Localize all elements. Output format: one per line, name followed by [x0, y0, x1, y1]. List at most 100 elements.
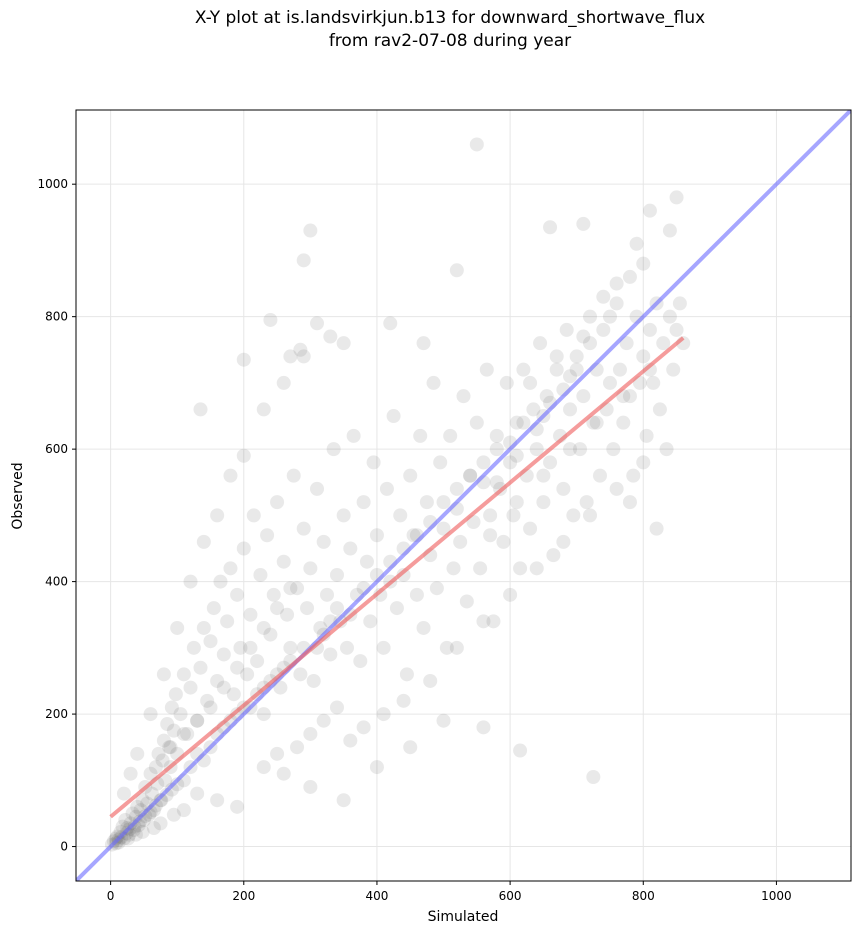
data-point — [453, 534, 468, 549]
data-point — [529, 442, 544, 457]
y-tick-label: 600 — [45, 442, 68, 456]
data-point — [383, 316, 398, 331]
data-point — [546, 548, 561, 563]
data-point — [320, 587, 335, 602]
data-point — [652, 402, 667, 417]
data-point — [533, 336, 548, 351]
data-point — [135, 793, 150, 808]
data-point — [236, 352, 251, 367]
data-point — [303, 561, 318, 576]
data-point — [130, 746, 145, 761]
data-point — [386, 409, 401, 424]
data-point — [270, 601, 285, 616]
data-point — [132, 814, 147, 829]
data-point — [396, 567, 411, 582]
data-point — [256, 707, 271, 722]
data-point — [313, 620, 328, 635]
data-point — [266, 587, 281, 602]
data-point — [296, 253, 311, 268]
data-point — [403, 740, 418, 755]
x-tick-label: 1000 — [761, 889, 792, 903]
y-tick-label: 800 — [45, 310, 68, 324]
data-point — [336, 336, 351, 351]
data-point — [426, 375, 441, 390]
data-point — [296, 521, 311, 536]
data-point — [609, 276, 624, 291]
data-point — [296, 349, 311, 364]
data-point — [499, 375, 514, 390]
chart-title-line1: X-Y plot at is.landsvirkjun.b13 for down… — [194, 8, 706, 28]
data-point — [433, 455, 448, 470]
data-point — [639, 428, 654, 443]
data-point — [123, 816, 138, 831]
data-point — [230, 660, 245, 675]
data-point — [118, 813, 133, 828]
data-point — [356, 495, 371, 510]
data-point — [476, 720, 491, 735]
data-point — [300, 601, 315, 616]
data-point — [162, 740, 177, 755]
data-point — [609, 296, 624, 311]
y-tick-label: 0 — [60, 840, 68, 854]
data-point — [549, 349, 564, 364]
data-point — [135, 824, 150, 839]
data-point — [263, 627, 278, 642]
reference-lines — [76, 110, 851, 881]
data-point — [646, 375, 661, 390]
data-point — [176, 726, 191, 741]
data-point — [276, 554, 291, 569]
data-point — [483, 528, 498, 543]
data-point — [539, 389, 554, 404]
data-point — [636, 455, 651, 470]
data-point — [563, 402, 578, 417]
grid-lines — [76, 110, 851, 881]
data-point — [476, 455, 491, 470]
data-point — [436, 713, 451, 728]
data-point — [649, 521, 664, 536]
plot-frame — [75, 109, 852, 882]
data-point — [144, 786, 159, 801]
data-point — [596, 322, 611, 337]
data-point — [606, 442, 621, 457]
data-point — [376, 707, 391, 722]
data-point — [416, 336, 431, 351]
data-point — [233, 640, 248, 655]
data-point — [463, 468, 478, 483]
data-point — [270, 746, 285, 761]
data-point — [596, 289, 611, 304]
data-point — [256, 760, 271, 775]
data-point — [659, 442, 674, 457]
data-point — [602, 375, 617, 390]
data-point — [180, 726, 195, 741]
data-point — [336, 508, 351, 523]
data-point — [636, 349, 651, 364]
data-point — [323, 329, 338, 344]
data-point — [164, 782, 179, 797]
data-point — [280, 607, 295, 622]
data-point — [183, 680, 198, 695]
data-point — [622, 389, 637, 404]
data-point — [210, 793, 225, 808]
data-point — [343, 541, 358, 556]
data-point — [513, 561, 528, 576]
data-point — [543, 455, 558, 470]
data-point — [339, 640, 354, 655]
data-point — [469, 137, 484, 152]
data-point — [622, 269, 637, 284]
data-point — [333, 614, 348, 629]
data-point — [286, 468, 301, 483]
data-point — [138, 809, 153, 824]
data-point — [170, 777, 185, 792]
data-point — [526, 402, 541, 417]
data-point — [343, 733, 358, 748]
data-point — [153, 793, 168, 808]
data-point — [306, 673, 321, 688]
data-point — [626, 468, 641, 483]
data-point — [559, 322, 574, 337]
data-point — [329, 700, 344, 715]
data-point — [243, 640, 258, 655]
data-point — [592, 468, 607, 483]
data-point — [406, 528, 421, 543]
data-point — [416, 620, 431, 635]
